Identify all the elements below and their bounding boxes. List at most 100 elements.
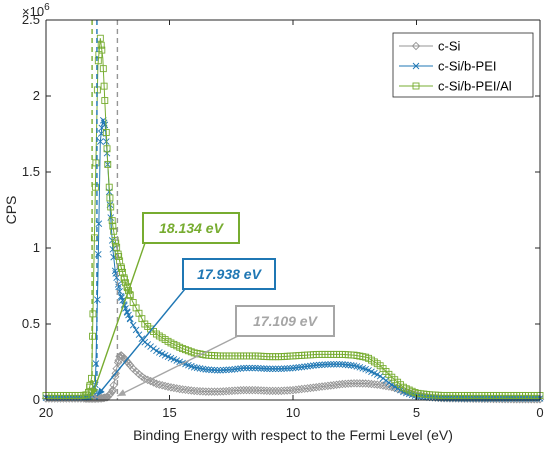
- data-point: [101, 97, 109, 105]
- data-point: [250, 385, 260, 395]
- data-point: [253, 386, 263, 395]
- data-point: [125, 311, 132, 319]
- data-point: [236, 386, 245, 395]
- data-point: [307, 362, 314, 370]
- legend-swatch-marker: [411, 41, 421, 51]
- data-point: [312, 361, 320, 369]
- data-point: [324, 361, 332, 368]
- data-point: [129, 321, 137, 329]
- data-point: [86, 381, 94, 389]
- data-point: [315, 361, 323, 369]
- data-point: [295, 364, 303, 371]
- data-point: [225, 366, 233, 374]
- data-point: [242, 385, 251, 395]
- y-exponent-label: ×106: [22, 2, 50, 19]
- data-point: [103, 145, 111, 153]
- data-point: [217, 366, 224, 374]
- data-point: [178, 385, 187, 394]
- legend-label: c-Si/b-PEI/Al: [438, 79, 512, 94]
- data-point: [233, 386, 243, 395]
- legend-swatch-marker: [412, 62, 420, 70]
- data-point: [259, 386, 269, 395]
- data-point: [172, 384, 182, 393]
- data-point: [256, 386, 266, 395]
- data-point: [234, 365, 242, 373]
- annotation-box: [235, 305, 335, 337]
- data-point: [125, 360, 135, 370]
- annotation-layer: 18.134 eV 17.938 eV 17.109 eV: [91, 212, 335, 397]
- data-point: [343, 379, 353, 388]
- data-point: [92, 360, 100, 367]
- data-point: [243, 364, 250, 372]
- data-point: [282, 386, 292, 395]
- data-point: [355, 379, 365, 388]
- annotation-17-938-ev: 17.938 eV: [96, 258, 276, 397]
- data-point: [385, 379, 393, 386]
- y-tick-label: 2: [33, 88, 40, 103]
- data-point: [181, 385, 190, 395]
- data-point: [107, 203, 115, 211]
- x-tick-label: 5: [413, 405, 420, 420]
- data-point: [280, 365, 288, 372]
- x-tick-label: 0: [536, 405, 543, 420]
- data-point: [361, 379, 370, 388]
- data-point: [189, 386, 199, 396]
- data-point: [114, 281, 122, 288]
- data-point: [120, 274, 128, 282]
- data-point: [108, 385, 118, 395]
- data-point: [347, 362, 355, 369]
- annotation-17-109-ev: 17.109 eV: [117, 305, 335, 397]
- data-point: [201, 387, 211, 396]
- data-point: [195, 387, 205, 396]
- data-point: [246, 364, 253, 372]
- data-point: [375, 380, 385, 390]
- data-point: [97, 138, 104, 145]
- data-point: [166, 383, 176, 392]
- data-point: [370, 380, 379, 389]
- data-point: [237, 365, 245, 372]
- data-point: [150, 345, 157, 352]
- data-point: [192, 386, 202, 396]
- annotation-18-134-ev: 18.134 eV: [91, 212, 240, 397]
- data-point: [175, 384, 184, 394]
- data-point: [157, 381, 167, 390]
- data-point: [122, 279, 129, 287]
- data-point: [113, 243, 121, 251]
- data-point: [104, 160, 112, 168]
- legend-item-c-si: c-Si: [399, 39, 461, 54]
- data-point: [394, 385, 401, 392]
- data-point: [283, 365, 291, 372]
- annotation-text: 18.134 eV: [159, 220, 224, 236]
- legend-label: c-Si: [438, 39, 461, 54]
- data-point: [219, 366, 227, 374]
- data-point: [99, 65, 107, 73]
- data-point: [278, 365, 285, 373]
- data-point: [107, 387, 117, 396]
- annotation-arrow: [117, 335, 239, 397]
- data-point: [97, 41, 105, 49]
- y-tick-label: 0.5: [22, 316, 40, 331]
- data-point: [152, 379, 161, 388]
- data-point: [257, 365, 265, 372]
- annotation-box: [182, 258, 276, 290]
- data-point: [391, 383, 399, 390]
- data-point: [341, 361, 349, 368]
- tick-layer: 20 15 10 5 0 0 0.5 1 1.5 2 2.5: [22, 12, 544, 420]
- annotation-arrowhead: [91, 387, 99, 396]
- data-point: [333, 360, 340, 368]
- data-point: [102, 129, 110, 136]
- data-point: [213, 387, 222, 396]
- data-point: [254, 364, 262, 372]
- data-point: [289, 364, 297, 372]
- data-point: [211, 366, 218, 374]
- data-point: [119, 268, 127, 276]
- data-point: [341, 379, 350, 389]
- legend-item-c-si-b-pei-al: c-Si/b-PEI/Al: [399, 79, 512, 94]
- data-point: [106, 194, 114, 202]
- data-point: [269, 365, 276, 373]
- data-point: [352, 379, 362, 388]
- legend-label: c-Si/b-PEI: [438, 59, 497, 74]
- data-point: [336, 360, 343, 368]
- data-point: [111, 369, 120, 378]
- series-layer: [41, 34, 545, 404]
